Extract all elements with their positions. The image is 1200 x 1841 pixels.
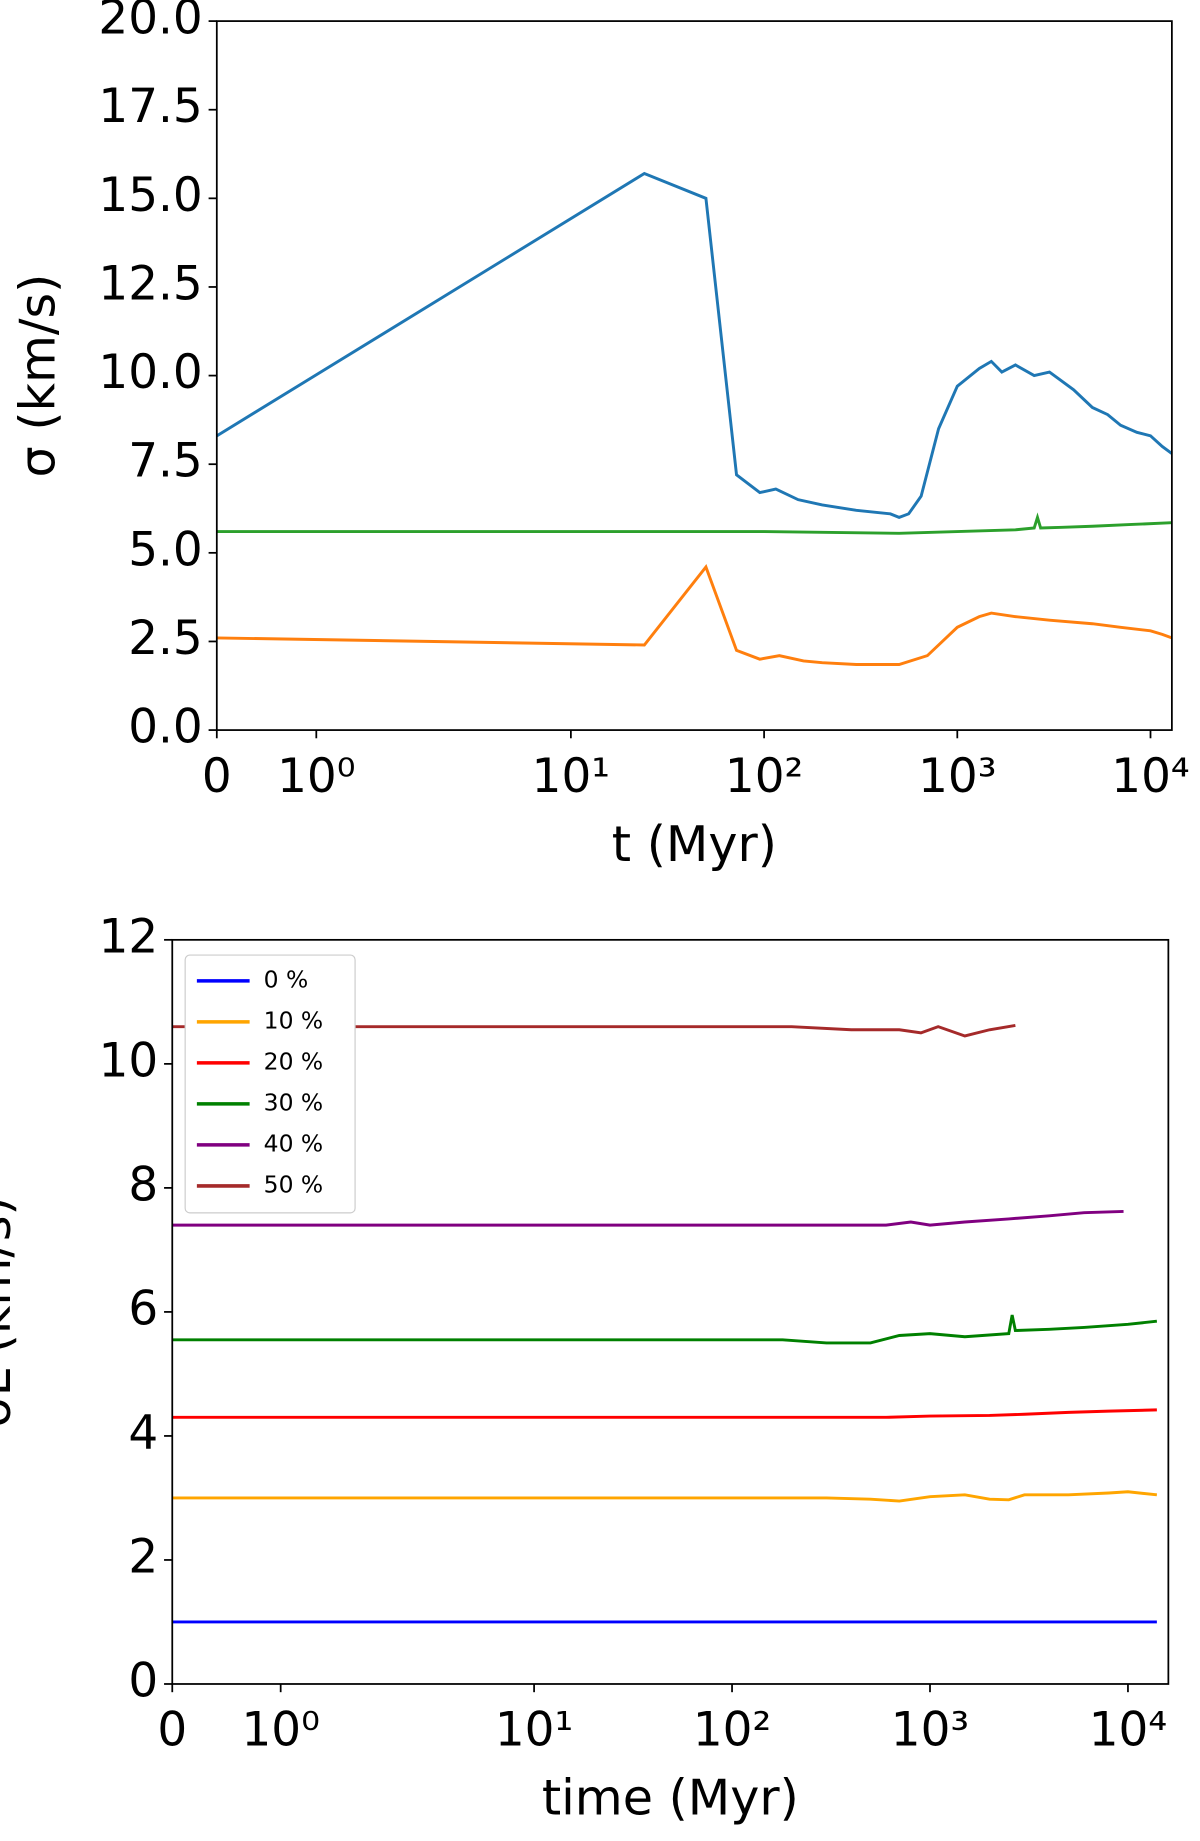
data-line <box>216 564 1173 666</box>
legend-label: 20 % <box>264 1047 324 1075</box>
legend-label: 0 % <box>264 965 309 993</box>
chart: 0 10⁰ 10¹ 10² 10³ 10⁴ 0.0 2.5 5.0 7.5 10.0 12.5 15.0… <box>9 0 1190 873</box>
x-tick-label: 10¹ <box>495 1703 573 1758</box>
data-line <box>172 1314 1158 1345</box>
y-tick-label: 4 <box>128 1405 158 1460</box>
chart: 0 10⁰ 10¹ 10² 10³ 10⁴ 0 2 4 6 8 10 12 time (Myr) σL (k… <box>0 909 1170 1827</box>
x-tick-label: 10⁴ <box>1089 1703 1167 1758</box>
x-tick-label: 0 <box>202 749 232 804</box>
y-tick-label: 7.5 <box>128 434 203 489</box>
x-tick-label: 10⁴ <box>1111 749 1189 804</box>
y-axis-label: σ (km/s) <box>9 274 67 478</box>
x-tick-label: 10³ <box>891 1703 969 1758</box>
x-axis-label: t (Myr) <box>612 815 777 873</box>
y-tick-label: 2.5 <box>128 611 203 666</box>
y-tick-label: 8 <box>128 1157 158 1212</box>
y-tick-label: 10.0 <box>98 345 202 400</box>
y-axis-label: σL (km/s) <box>0 1196 22 1427</box>
legend-label: 50 % <box>264 1170 324 1198</box>
legend-label: 30 % <box>264 1088 324 1116</box>
y-tick-label: 0 <box>128 1653 158 1708</box>
y-tick-label: 10 <box>99 1033 159 1088</box>
y-tick-label: 5.0 <box>128 522 203 577</box>
x-axis-label: time (Myr) <box>542 1769 799 1827</box>
x-tick-label: 10¹ <box>532 749 610 804</box>
y-tick-label: 6 <box>128 1281 158 1336</box>
data-line <box>216 171 1173 519</box>
x-tick-label: 10⁰ <box>277 749 355 804</box>
y-tick-label: 2 <box>128 1529 158 1584</box>
y-tick-label: 12.5 <box>98 256 202 311</box>
y-tick-label: 0.0 <box>128 700 203 755</box>
data-line <box>216 512 1172 535</box>
x-tick-label: 0 <box>157 1703 187 1758</box>
legend-label: 40 % <box>264 1129 324 1157</box>
data-line <box>172 1490 1158 1503</box>
legend-box <box>184 954 356 1214</box>
y-tick-label: 17.5 <box>98 79 202 134</box>
y-tick-label: 15.0 <box>98 168 202 223</box>
legend-label: 10 % <box>264 1006 324 1034</box>
plot-frame <box>215 20 1173 731</box>
data-line <box>172 1408 1157 1419</box>
data-line <box>172 1023 1016 1038</box>
y-tick-label: 20.0 <box>98 0 202 46</box>
x-tick-label: 10³ <box>918 749 996 804</box>
x-tick-label: 10² <box>725 749 803 804</box>
data-line <box>172 1209 1124 1227</box>
x-tick-label: 10⁰ <box>241 1703 319 1758</box>
x-tick-label: 10² <box>693 1703 771 1758</box>
y-tick-label: 12 <box>99 909 159 964</box>
